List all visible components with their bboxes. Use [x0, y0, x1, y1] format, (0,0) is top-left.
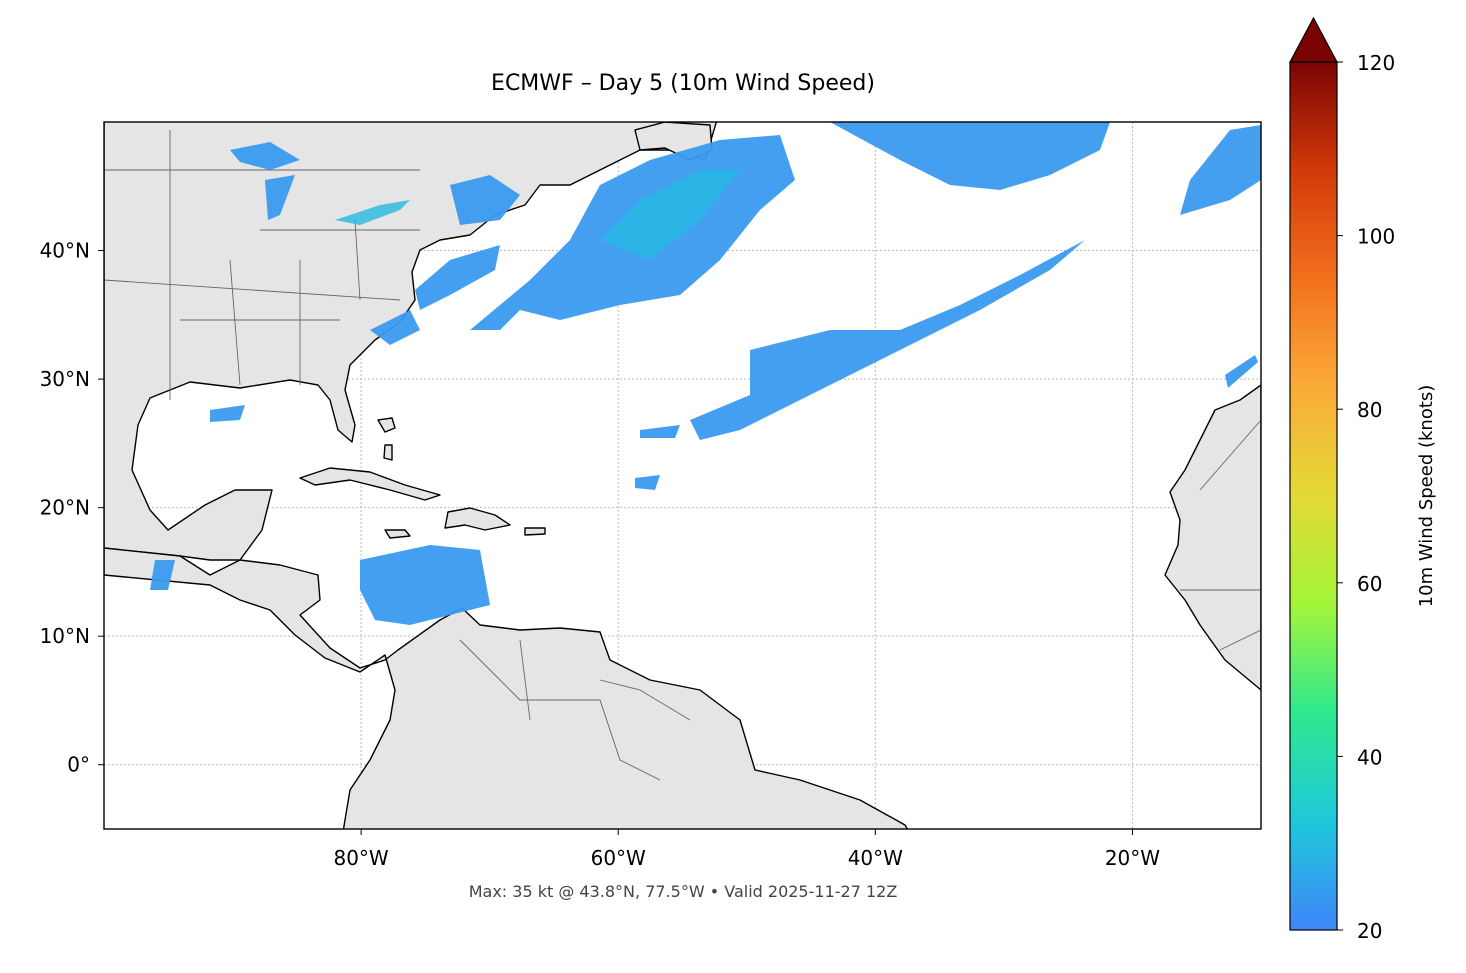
footer-note: Max: 35 kt @ 43.8°N, 77.5°W • Valid 2025…	[469, 882, 898, 901]
borders	[104, 130, 1261, 781]
land-north-america	[104, 122, 718, 561]
colorbar-tick-label: 80	[1357, 398, 1382, 422]
x-tick-label: 40°W	[848, 846, 903, 870]
x-tick-label: 60°W	[591, 846, 646, 870]
land-cuba	[299, 467, 441, 501]
colorbar-tick-label: 60	[1357, 572, 1382, 596]
land-central-america	[104, 547, 909, 829]
colorbar-tick-label: 40	[1357, 745, 1382, 769]
colorbar-fill	[1290, 62, 1337, 930]
y-tick-label: 0°	[67, 753, 90, 777]
colorbar: 20 40 60 80 100 120	[1288, 16, 1395, 943]
land-africa	[1164, 384, 1261, 691]
y-tick-label: 30°N	[40, 367, 90, 391]
colorbar-tick-label: 100	[1357, 225, 1395, 249]
y-tick-label: 40°N	[40, 239, 90, 263]
land-bahamas	[377, 417, 396, 461]
x-tick-label: 20°W	[1105, 846, 1160, 870]
land-jamaica	[384, 529, 411, 539]
wind-field	[150, 122, 1261, 625]
x-tick-label: 80°W	[333, 846, 388, 870]
colorbar-label: 10m Wind Speed (knots)	[1416, 385, 1437, 608]
colorbar-tick-label: 20	[1357, 919, 1382, 943]
map-area	[104, 122, 1261, 829]
land-hispaniola	[444, 507, 511, 531]
y-tick-label: 20°N	[40, 496, 90, 520]
colorbar-frame	[1289, 61, 1338, 931]
map-frame	[103, 121, 1262, 830]
map-title: ECMWF – Day 5 (10m Wind Speed)	[491, 71, 875, 96]
colorbar-tick-label: 120	[1357, 51, 1395, 75]
y-tick-label: 10°N	[40, 624, 90, 648]
land-puerto-rico	[524, 527, 546, 536]
